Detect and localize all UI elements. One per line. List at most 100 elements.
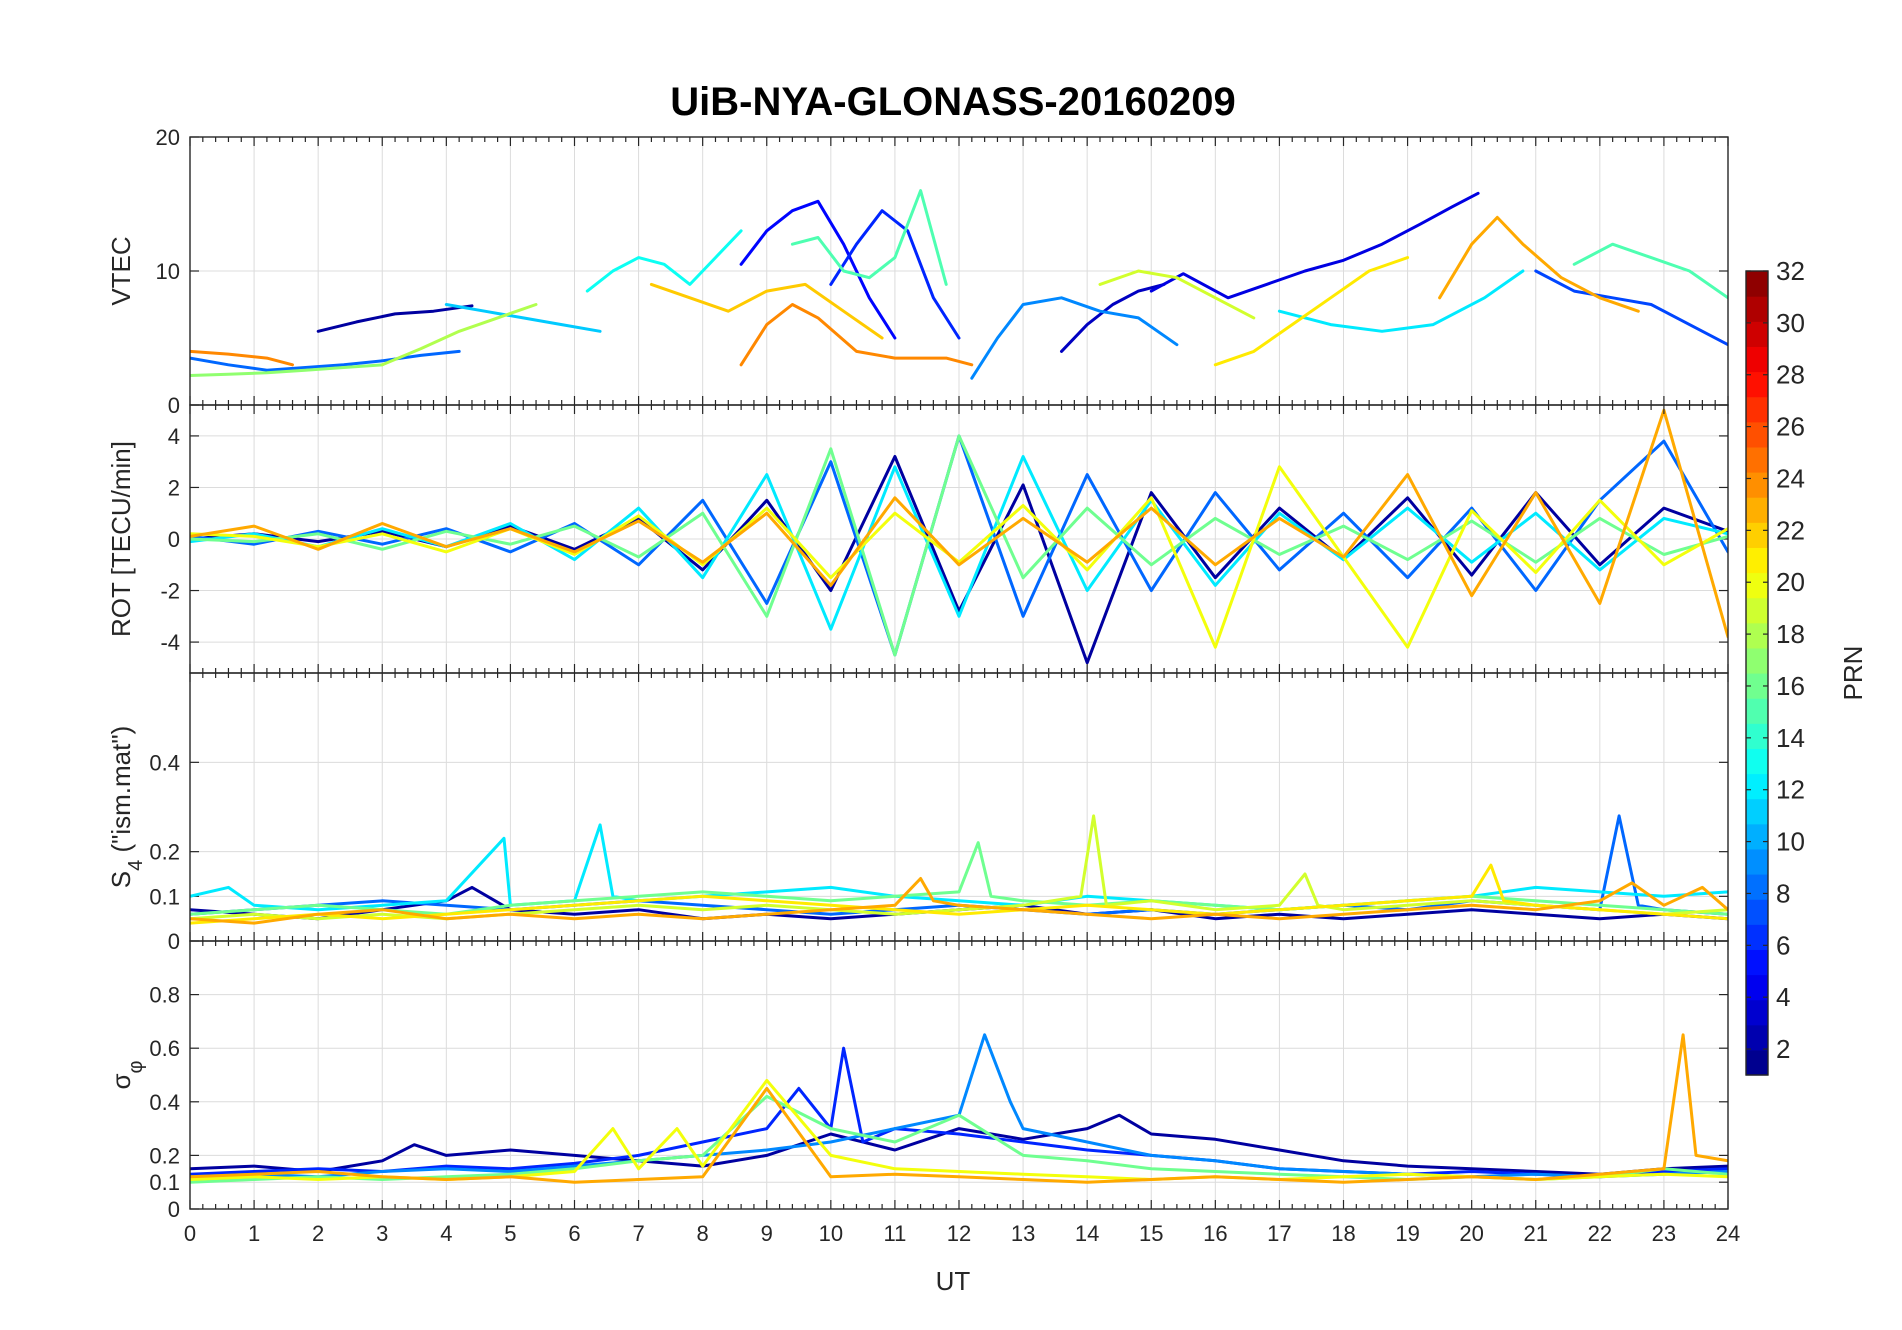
x-tick-label: 3 bbox=[376, 1221, 388, 1246]
colorbar-swatch bbox=[1746, 296, 1768, 322]
series-line-prn-23 bbox=[190, 1033, 1728, 1184]
x-tick-label: 16 bbox=[1203, 1221, 1227, 1246]
colorbar-tick-label: 16 bbox=[1776, 671, 1805, 701]
x-axis-label: UT bbox=[936, 1266, 971, 1296]
colorbar-swatch bbox=[1746, 899, 1768, 925]
y-tick-label: 0.6 bbox=[149, 1036, 180, 1061]
colorbar-swatch bbox=[1746, 823, 1768, 850]
colorbar-label: PRN bbox=[1838, 646, 1868, 701]
x-tick-label: 14 bbox=[1075, 1221, 1099, 1246]
colorbar-swatch bbox=[1746, 497, 1768, 523]
series-line-prn-24 bbox=[739, 303, 974, 367]
series-line-prn-7 bbox=[1534, 269, 1728, 347]
series-line-prn-2 bbox=[316, 304, 474, 333]
series-line-prn-19 bbox=[1098, 269, 1256, 320]
series-line-prn-23 bbox=[1438, 215, 1640, 313]
colorbar-swatch bbox=[1746, 321, 1768, 347]
colorbar-tick-label: 20 bbox=[1776, 567, 1805, 597]
x-tick-label: 5 bbox=[504, 1221, 516, 1246]
series-line-prn-18 bbox=[380, 303, 538, 367]
y-tick-label: 0.4 bbox=[149, 750, 180, 775]
panel-rot: -4 -2 0 2 4 ROT [TECU/min] bbox=[106, 404, 1729, 674]
colorbar-tick-label: 24 bbox=[1776, 463, 1805, 493]
y-label-main: σ bbox=[106, 1073, 136, 1089]
colorbar-swatch bbox=[1746, 371, 1768, 398]
x-tick-label: 13 bbox=[1011, 1221, 1035, 1246]
x-tick-label: 15 bbox=[1139, 1221, 1163, 1246]
series-line-prn-20 bbox=[190, 465, 1728, 649]
y-tick-label: 4 bbox=[168, 424, 180, 449]
colorbar-swatch bbox=[1746, 848, 1768, 875]
y-tick-label: -4 bbox=[160, 630, 180, 655]
y-tick-label: 0 bbox=[168, 527, 180, 552]
panel-frame bbox=[189, 940, 1729, 1210]
x-tick-label: 24 bbox=[1716, 1221, 1740, 1246]
y-tick-label: 0.1 bbox=[149, 1170, 180, 1195]
series-line-prn-6 bbox=[190, 1046, 1728, 1179]
series-line-prn-17 bbox=[190, 363, 384, 377]
series-line-prn-12 bbox=[1277, 269, 1525, 333]
colorbar-swatch bbox=[1746, 999, 1768, 1026]
colorbar-tick-label: 12 bbox=[1776, 775, 1805, 805]
x-tick-label: 19 bbox=[1395, 1221, 1419, 1246]
series-line-prn-24 bbox=[190, 349, 294, 367]
x-tick-label: 6 bbox=[568, 1221, 580, 1246]
series-line-prn-23 bbox=[190, 408, 1728, 639]
colorbar-swatch bbox=[1746, 698, 1768, 724]
colorbar-swatch bbox=[1746, 1024, 1768, 1051]
colorbar-swatch bbox=[1746, 949, 1768, 976]
y-tick-label: 0.2 bbox=[149, 1143, 180, 1168]
series-group bbox=[190, 814, 1728, 925]
colorbar-swatch bbox=[1746, 597, 1768, 624]
colorbar-tick-label: 32 bbox=[1776, 256, 1805, 286]
x-tick-label: 20 bbox=[1459, 1221, 1483, 1246]
colorbar-tick-label: 2 bbox=[1776, 1034, 1790, 1064]
x-tick-label: 11 bbox=[883, 1221, 906, 1246]
series-line-prn-15 bbox=[790, 189, 948, 286]
panel-s4: 00.10.20.4S4 ("ism.mat") bbox=[106, 672, 1729, 954]
colorbar-swatch bbox=[1746, 446, 1768, 473]
colorbar-swatch bbox=[1746, 723, 1768, 749]
colorbar-tick-label: 8 bbox=[1776, 878, 1790, 908]
series-group bbox=[190, 189, 1728, 380]
series-line-prn-4 bbox=[1149, 191, 1480, 300]
series-line-prn-5 bbox=[739, 199, 897, 340]
series-line-prn-23 bbox=[190, 877, 1728, 925]
y-axis-label-s4: S4 ("ism.mat") bbox=[106, 726, 147, 888]
colorbar-swatch bbox=[1746, 547, 1768, 574]
y-label-rest: ("ism.mat") bbox=[106, 726, 136, 860]
x-tick-label: 1 bbox=[248, 1221, 260, 1246]
colorbar-tick-label: 10 bbox=[1776, 827, 1805, 857]
y-tick-label: 0.4 bbox=[149, 1090, 180, 1115]
y-tick-label: 10 bbox=[156, 259, 180, 284]
colorbar-swatch bbox=[1746, 421, 1768, 448]
series-group bbox=[190, 1033, 1728, 1184]
x-tick-label: 21 bbox=[1524, 1221, 1548, 1246]
series-line-prn-15 bbox=[1572, 242, 1728, 300]
series-line-prn-8 bbox=[190, 349, 461, 372]
y-axis-label-rot: ROT [TECU/min] bbox=[106, 441, 136, 637]
series-line-prn-13 bbox=[585, 229, 743, 293]
series-line-prn-2 bbox=[190, 1113, 1728, 1176]
y-axis-label-vtec: VTEC bbox=[106, 236, 136, 305]
series-line-prn-22 bbox=[649, 282, 884, 340]
x-tick-label: 10 bbox=[819, 1221, 843, 1246]
colorbar-swatch bbox=[1746, 271, 1768, 297]
colorbar-swatch bbox=[1746, 1049, 1768, 1076]
series-line-prn-3 bbox=[1060, 282, 1166, 353]
x-tick-label: 4 bbox=[440, 1221, 452, 1246]
x-tick-label: 12 bbox=[947, 1221, 971, 1246]
y-tick-label: 0.2 bbox=[149, 840, 180, 865]
series-group bbox=[190, 408, 1728, 665]
colorbar-swatch bbox=[1746, 522, 1768, 548]
y-tick-label: 20 bbox=[156, 125, 180, 150]
colorbar-tick-label: 30 bbox=[1776, 308, 1805, 338]
colorbar-swatch bbox=[1746, 673, 1768, 699]
colorbar-swatch bbox=[1746, 572, 1768, 599]
colorbar-tick-label: 26 bbox=[1776, 412, 1805, 442]
colorbar-swatch bbox=[1746, 974, 1768, 1001]
y-tick-label: -2 bbox=[160, 579, 180, 604]
colorbar-swatch bbox=[1746, 874, 1768, 900]
